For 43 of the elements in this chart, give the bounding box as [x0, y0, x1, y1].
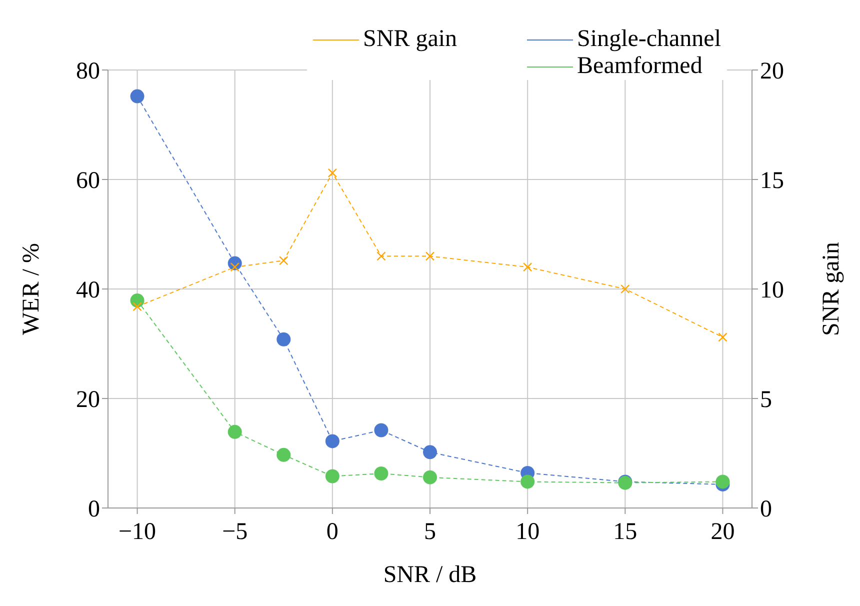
x-tick-label: 0 — [326, 519, 338, 546]
y2-tick-label: 10 — [760, 278, 784, 304]
point — [522, 262, 532, 272]
y-tick-label: 60 — [76, 168, 100, 194]
x-tick-label: 10 — [516, 519, 540, 546]
y2-axis-title: SNR gain — [818, 242, 845, 336]
legend-label: SNR gain — [363, 26, 458, 53]
point — [376, 252, 386, 261]
x-tick-label: 5 — [424, 519, 436, 546]
point — [276, 448, 291, 462]
legend-label: Single-channel — [577, 26, 721, 53]
y2-tick-label: 20 — [760, 58, 784, 85]
point — [328, 168, 338, 178]
y2-tick-label: 5 — [760, 387, 772, 414]
point — [520, 474, 535, 489]
point — [276, 332, 291, 346]
point — [325, 469, 340, 484]
point — [423, 470, 437, 484]
x-tick-label: 15 — [613, 519, 638, 546]
legend-label: Beamformed — [577, 53, 702, 80]
y-tick-label: 0 — [88, 496, 100, 523]
y-tick-label: 40 — [76, 278, 100, 304]
point — [228, 424, 242, 439]
point — [374, 423, 388, 438]
point — [718, 332, 728, 342]
y2-tick-label: 0 — [760, 496, 772, 523]
point — [374, 466, 388, 481]
point — [130, 89, 144, 104]
point — [132, 302, 142, 312]
y-tick-label: 80 — [76, 58, 100, 85]
point — [425, 252, 435, 261]
point — [279, 256, 288, 266]
y2-tick-label: 15 — [760, 168, 784, 194]
point — [620, 284, 630, 294]
y-axis-title: WER / % — [18, 243, 45, 335]
x-tick-label: −5 — [222, 519, 248, 546]
point — [325, 434, 340, 448]
point — [716, 474, 730, 489]
x-tick-label: 20 — [710, 519, 735, 546]
x-tick-label: −10 — [118, 519, 156, 546]
point — [423, 445, 437, 460]
x-axis-title: SNR / dB — [383, 562, 477, 588]
y-tick-label: 20 — [76, 387, 100, 414]
